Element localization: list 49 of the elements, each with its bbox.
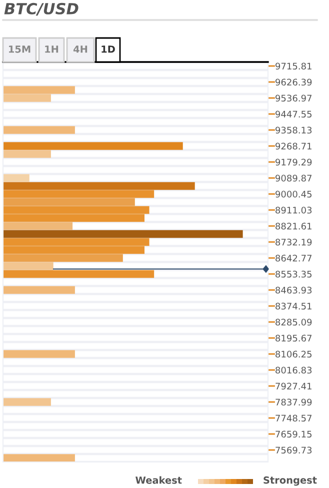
- y-tick-label: 8463.93: [276, 286, 312, 294]
- text: 1H: [45, 46, 58, 53]
- bar: [3, 174, 30, 182]
- bar: [3, 454, 75, 462]
- bar: [3, 286, 75, 294]
- y-tick-label: 7569.73: [276, 446, 312, 454]
- bar: [3, 350, 75, 358]
- y-tick-label: 8374.51: [276, 302, 312, 310]
- text: Strongest: [264, 476, 317, 486]
- bar: [3, 182, 195, 190]
- y-tick-label: 8106.25: [276, 350, 312, 358]
- y-tick-label: 9268.71: [276, 142, 312, 150]
- bar: [3, 94, 51, 102]
- chart-title: BTC/USD: [4, 2, 78, 16]
- bar: [3, 150, 51, 158]
- y-tick-label: 8821.61: [276, 222, 312, 230]
- text: 4H: [73, 46, 88, 53]
- y-tick-label: 9000.45: [276, 190, 312, 198]
- y-tick-label: 9447.55: [276, 110, 312, 118]
- bar: [3, 190, 154, 198]
- y-tick-label: 9089.87: [276, 174, 312, 182]
- y-tick-label: 8911.03: [276, 206, 312, 214]
- y-tick-label: 8016.83: [276, 366, 312, 374]
- y-tick-label: 7927.41: [276, 382, 312, 390]
- bar: [3, 222, 73, 230]
- y-tick-label: 9715.81: [276, 62, 312, 70]
- bar: [3, 254, 123, 262]
- y-tick-label: 9536.97: [276, 94, 312, 102]
- text: 15M: [8, 46, 30, 53]
- bar: [3, 86, 75, 94]
- y-tick-label: 9626.39: [276, 78, 312, 86]
- y-tick-label: 8553.35: [276, 270, 312, 278]
- y-tick-label: 9179.29: [276, 158, 312, 166]
- y-tick-label: 8285.09: [276, 318, 312, 326]
- y-tick-label: 9358.13: [276, 126, 312, 134]
- y-tick-label: 7748.57: [276, 414, 312, 422]
- bar: [3, 142, 183, 150]
- bar: [3, 230, 243, 238]
- y-tick-label: 8642.77: [276, 254, 312, 262]
- text: Weakest: [136, 476, 182, 484]
- bar: [3, 398, 51, 406]
- y-tick-label: 8195.67: [276, 334, 312, 342]
- bar: [3, 262, 54, 270]
- y-tick-label: 8732.19: [276, 238, 312, 246]
- y-tick-label: 7837.99: [276, 398, 312, 406]
- bar: [3, 126, 75, 134]
- text: 1D: [102, 46, 115, 53]
- bar: [3, 198, 135, 206]
- y-tick-label: 7659.15: [276, 430, 312, 438]
